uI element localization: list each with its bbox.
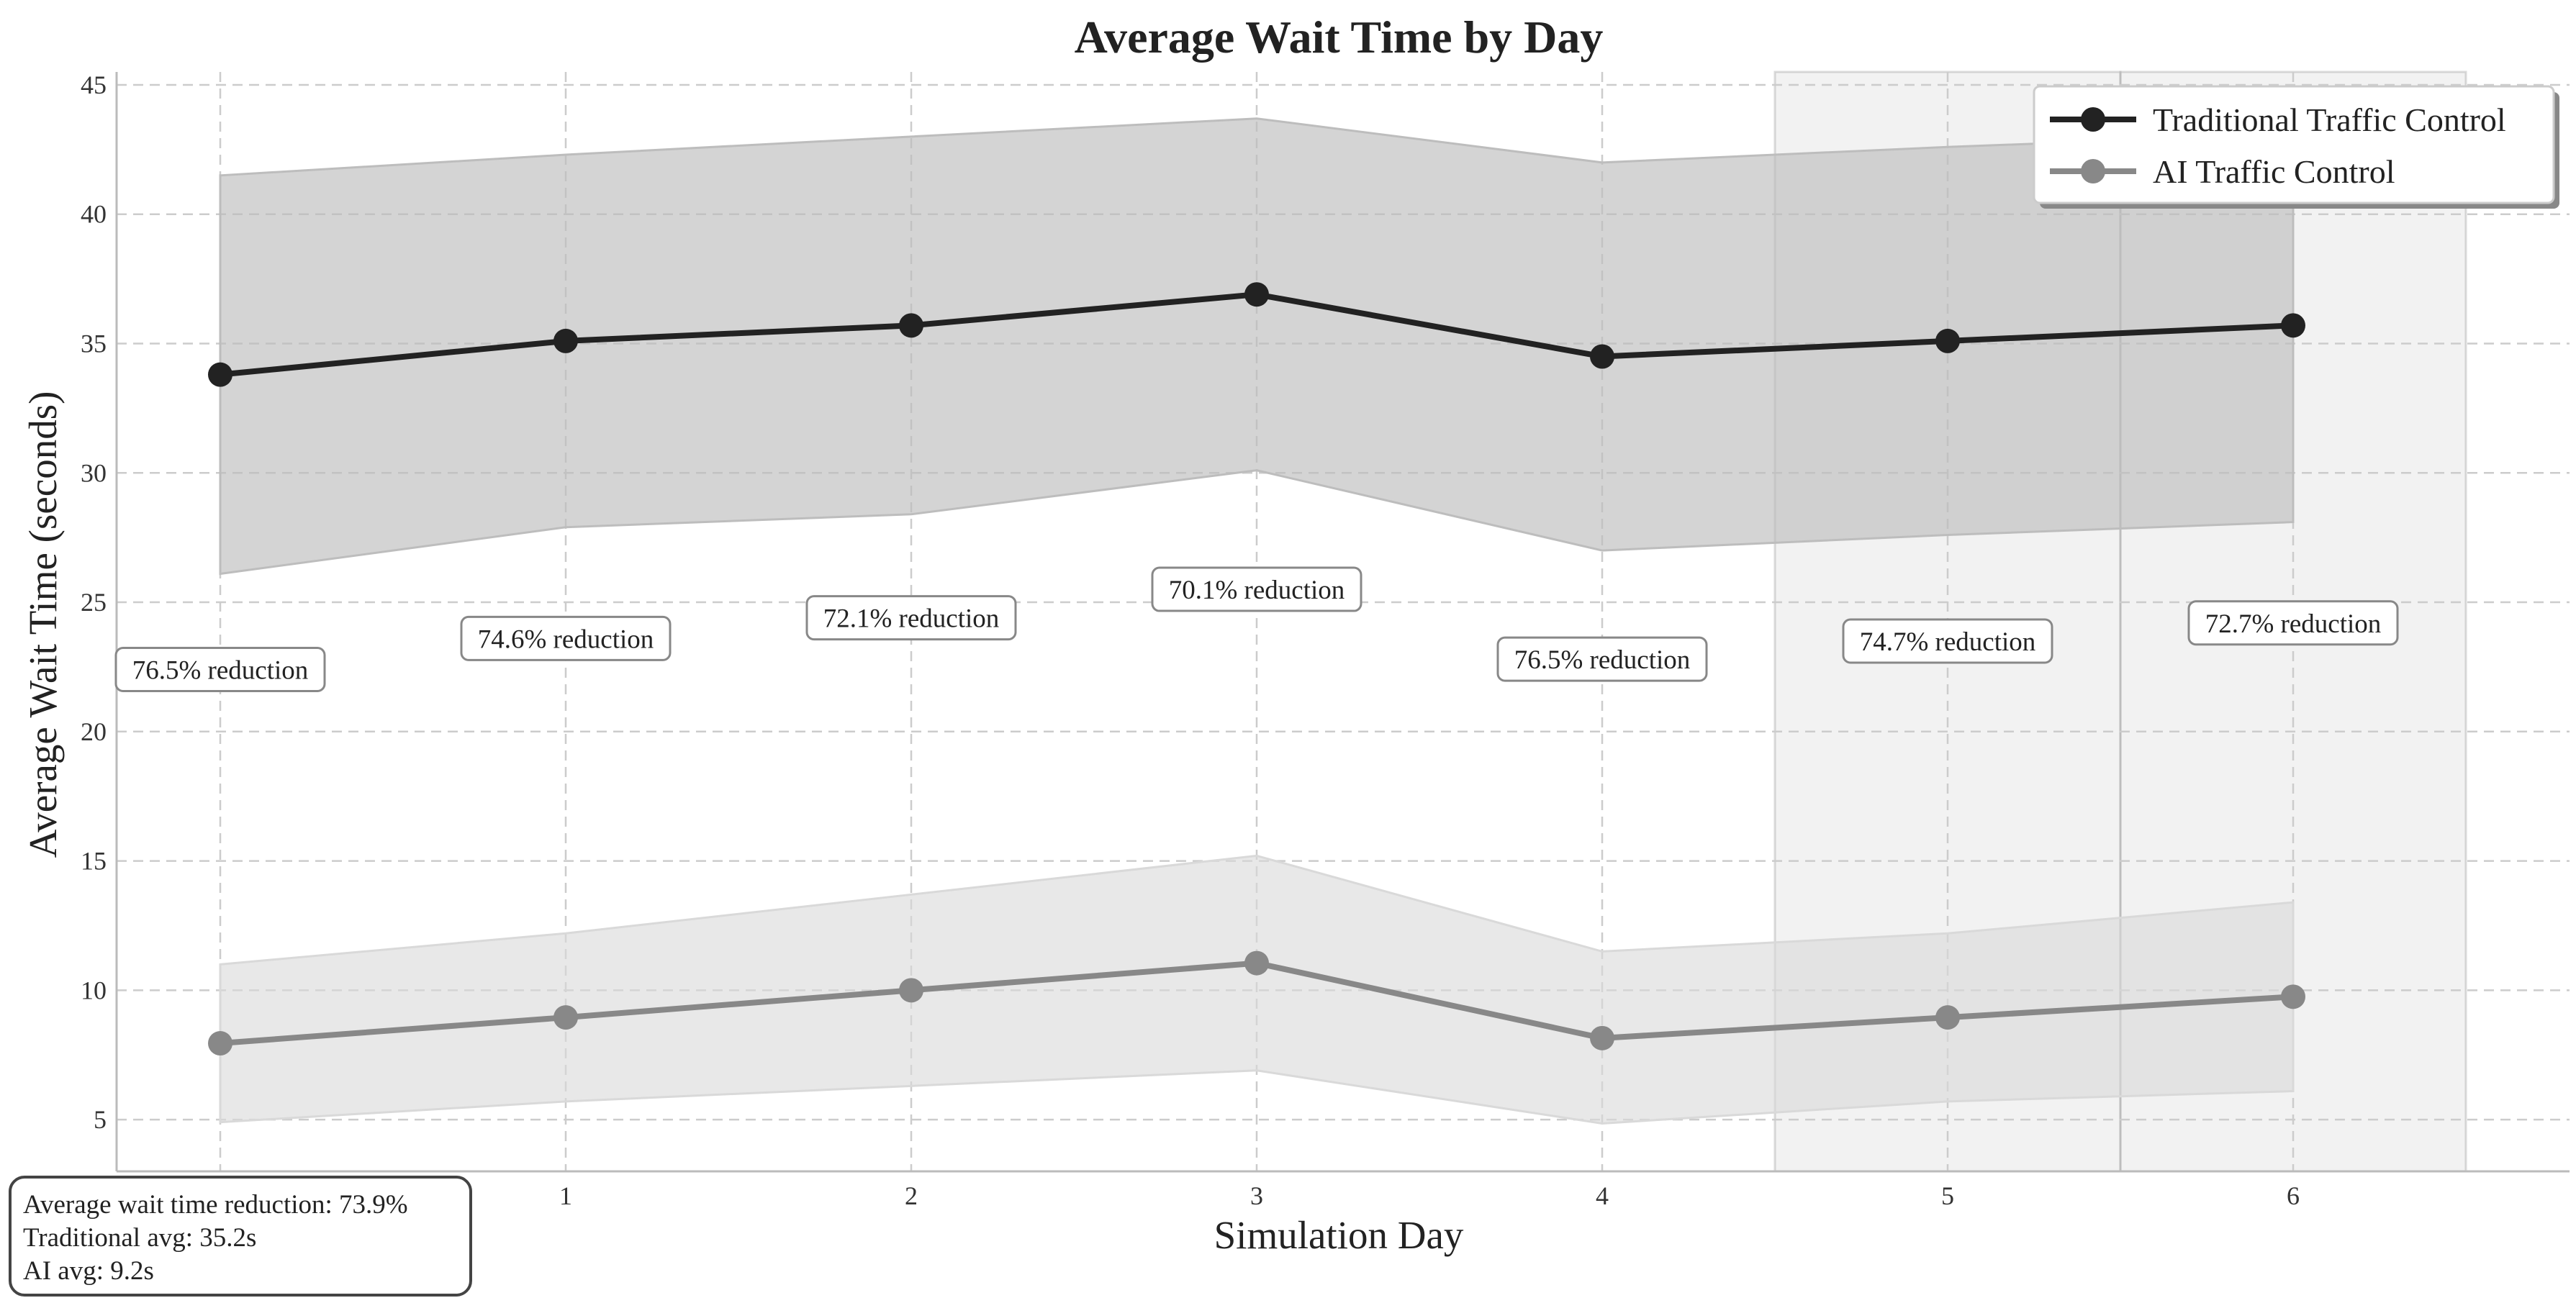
summary-box-frame xyxy=(9,1176,472,1297)
annotation-label: 72.7% reduction xyxy=(2205,609,2382,639)
data-point xyxy=(899,313,923,338)
data-point xyxy=(2281,313,2305,338)
annotation-label: 72.1% reduction xyxy=(823,604,1000,634)
x-tick-label: 5 xyxy=(1941,1181,1954,1210)
reduction-annotation: 70.1% reduction xyxy=(1151,566,1362,612)
confidence-band-1 xyxy=(219,854,2295,1125)
x-tick-label: 2 xyxy=(905,1181,918,1210)
y-tick-label: 5 xyxy=(94,1105,107,1134)
annotation-box xyxy=(1496,636,1708,682)
x-tick-label: 3 xyxy=(1250,1181,1263,1210)
x-axis-label: Simulation Day xyxy=(1214,1213,1464,1257)
y-tick-label: 30 xyxy=(81,458,107,487)
series-points xyxy=(208,282,2305,1056)
annotation-box xyxy=(114,647,326,693)
annotation-box xyxy=(1842,618,2053,664)
confidence-bands xyxy=(219,117,2295,1125)
data-point xyxy=(1590,344,1614,369)
y-tick-label: 45 xyxy=(81,71,107,99)
annotation-box xyxy=(805,595,1017,641)
summary-line: AI avg: 9.2s xyxy=(23,1256,154,1286)
y-tick-label: 10 xyxy=(81,976,107,1004)
data-point xyxy=(1244,950,1269,976)
data-point xyxy=(208,362,232,387)
y-tick-label: 20 xyxy=(81,717,107,746)
legend-swatch-marker xyxy=(2081,107,2105,132)
summary-box: Average wait time reduction: 73.9%Tradit… xyxy=(9,1176,472,1297)
legend-box xyxy=(2033,85,2555,204)
annotation-label: 70.1% reduction xyxy=(1169,576,1345,605)
reduction-annotation: 72.1% reduction xyxy=(805,595,1017,641)
reduction-annotation: 74.7% reduction xyxy=(1842,618,2053,664)
y-tick-label: 25 xyxy=(81,588,107,617)
summary-line: Average wait time reduction: 73.9% xyxy=(23,1190,408,1220)
annotation-box xyxy=(460,615,672,661)
legend-label: AI Traffic Control xyxy=(2153,153,2395,190)
x-tick-label: 6 xyxy=(2287,1181,2300,1210)
data-point xyxy=(1935,1005,1960,1030)
tick-labels: 012345651015202530354045 xyxy=(81,71,2300,1210)
x-tick-label: 4 xyxy=(1596,1181,1609,1210)
data-point xyxy=(2281,984,2305,1009)
y-tick-label: 15 xyxy=(81,847,107,876)
reduction-annotation: 76.5% reduction xyxy=(1496,636,1708,682)
y-tick-label: 40 xyxy=(81,200,107,229)
confidence-band-0 xyxy=(219,117,2295,576)
data-point xyxy=(1935,328,1960,353)
summary-line: Traditional avg: 35.2s xyxy=(23,1223,256,1253)
legend-label: Traditional Traffic Control xyxy=(2153,101,2506,138)
annotation-label: 74.6% reduction xyxy=(478,625,654,654)
reduction-annotation: 72.7% reduction xyxy=(2187,600,2399,646)
chart-title: Average Wait Time by Day xyxy=(1075,12,1604,63)
data-point xyxy=(899,978,923,1003)
data-point xyxy=(1590,1025,1614,1050)
data-point xyxy=(208,1031,232,1056)
data-point xyxy=(1244,282,1269,307)
data-point xyxy=(553,1005,578,1030)
legend: Traditional Traffic Control AI Traffic Co… xyxy=(2033,85,2559,209)
legend-swatch-marker xyxy=(2081,159,2105,183)
x-tick-label: 1 xyxy=(559,1181,572,1210)
data-point xyxy=(553,328,578,353)
annotation-box xyxy=(1151,566,1362,612)
annotation-label: 76.5% reduction xyxy=(1514,645,1691,675)
reduction-annotation: 74.6% reduction xyxy=(460,615,672,661)
annotations: 76.5% reduction 74.6% reduction 72.1% redu… xyxy=(114,566,2399,693)
annotation-label: 74.7% reduction xyxy=(1860,627,2036,657)
y-tick-label: 35 xyxy=(81,330,107,358)
annotation-box xyxy=(2187,600,2399,646)
annotation-label: 76.5% reduction xyxy=(132,656,309,686)
reduction-annotation: 76.5% reduction xyxy=(114,647,326,693)
y-axis-label: Average Wait Time (seconds) xyxy=(21,391,65,858)
axes xyxy=(115,72,2570,1173)
